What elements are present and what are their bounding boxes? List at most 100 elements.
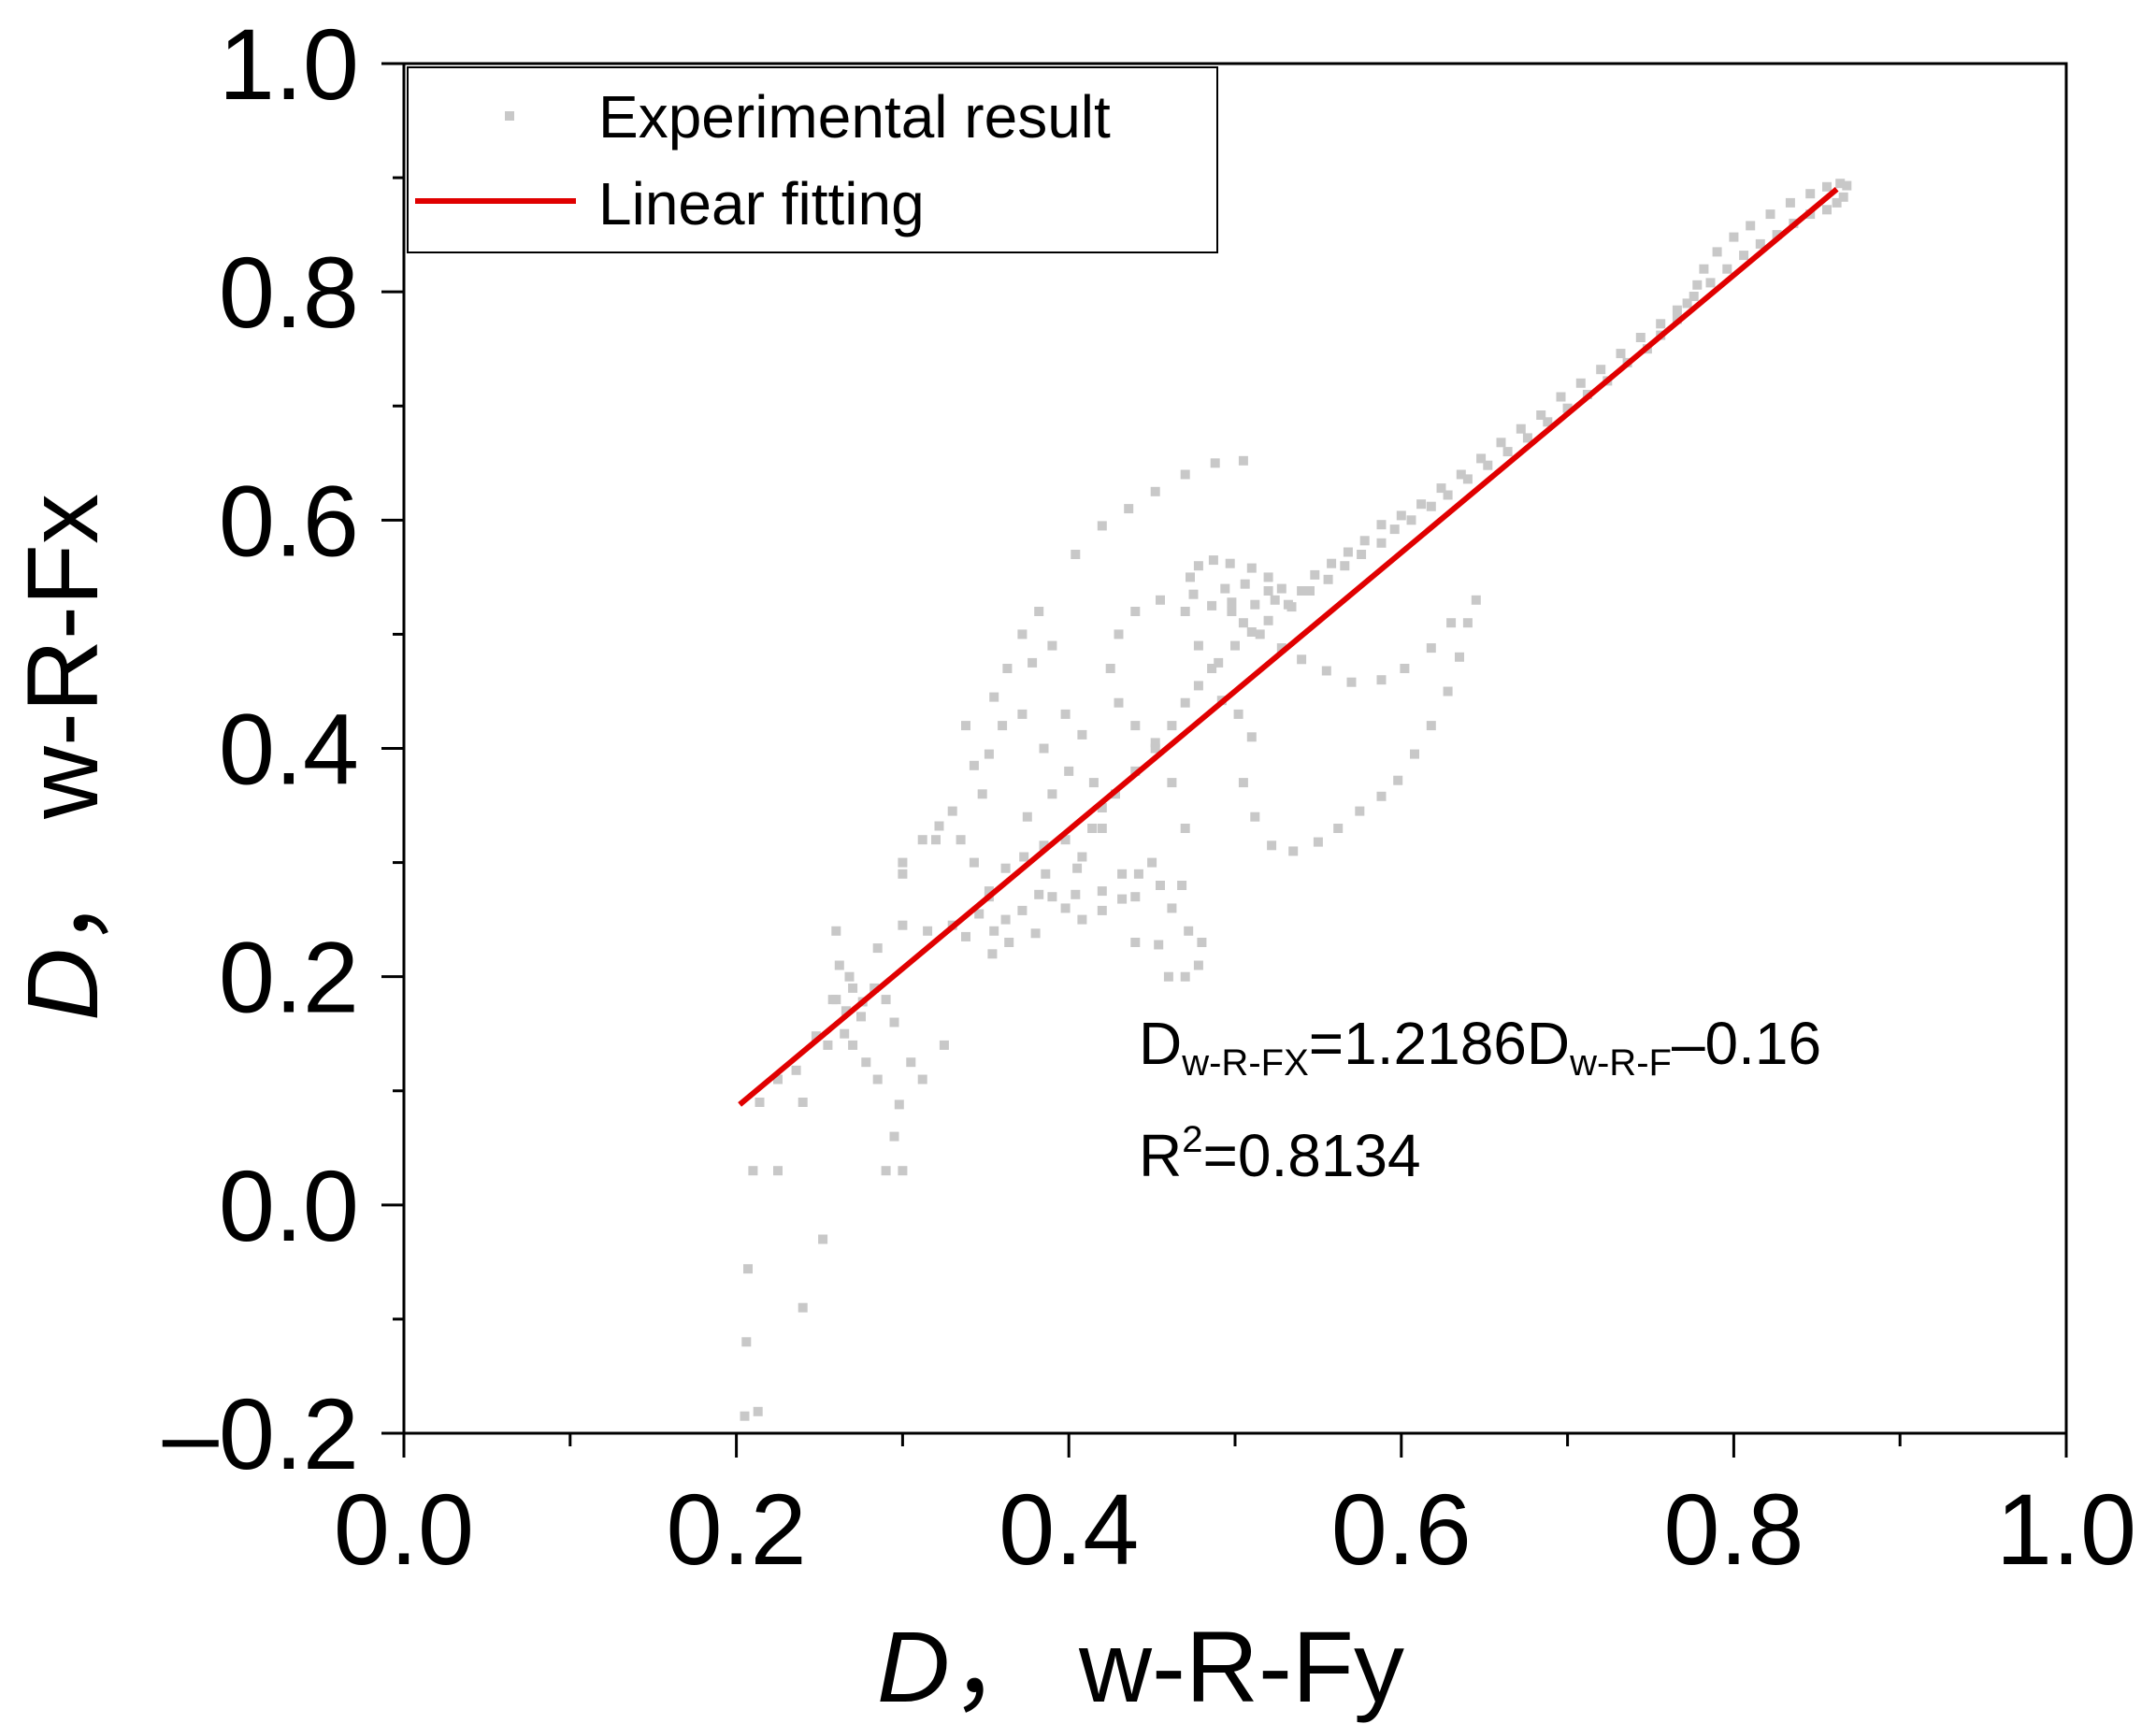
scatter-point (755, 1098, 765, 1107)
scatter-point (841, 1006, 851, 1016)
scatter-point (1105, 664, 1115, 673)
scatter-point (984, 886, 994, 897)
scatter-point (1130, 607, 1141, 616)
scatter-point (1097, 803, 1107, 812)
scatter-point (1765, 209, 1775, 220)
scatter-point (906, 1057, 916, 1068)
scatter-point (1039, 840, 1049, 851)
scatter-point (1114, 629, 1124, 639)
scatter-point (1180, 824, 1190, 833)
scatter-point (1150, 486, 1160, 496)
scatter-point (1692, 280, 1703, 290)
scatter-point (1130, 938, 1141, 947)
scatter-point (1263, 586, 1273, 596)
scatter-point (1635, 333, 1646, 342)
scatter-point (1689, 292, 1699, 301)
scatter-point (740, 1411, 750, 1421)
scatter-point (856, 1012, 866, 1022)
scatter-point (1193, 561, 1203, 571)
scatter-point (1343, 547, 1353, 557)
scatter-point (1071, 550, 1081, 559)
scatter-point (1722, 264, 1732, 274)
scatter-point (1446, 618, 1457, 628)
scatter-point (1522, 433, 1532, 443)
scatter-point (1327, 558, 1337, 568)
scatter-point (1502, 447, 1513, 457)
scatter-point (1357, 550, 1367, 559)
scatter-point (1047, 892, 1057, 902)
eq-sub2: w-R-F (1569, 1042, 1672, 1084)
scatter-point (1496, 438, 1506, 448)
scatter-point (1150, 738, 1160, 748)
y-tick-label: 0.2 (219, 921, 359, 1034)
scatter-point (773, 1166, 783, 1176)
scatter-point (1729, 232, 1739, 242)
y-tick-label: 1.0 (219, 7, 359, 121)
scatter-point (1297, 586, 1307, 596)
x-tick-label: 0.2 (667, 1473, 807, 1586)
scatter-point (1214, 657, 1224, 668)
axes (402, 62, 2068, 1435)
scatter-point (1462, 474, 1473, 484)
scatter-point (1227, 607, 1237, 616)
scatter-point (1333, 824, 1344, 833)
scatter-point (1822, 181, 1832, 192)
scatter-point (1313, 837, 1323, 847)
x-tick-label: 0.0 (334, 1473, 474, 1586)
scatter-point (1097, 521, 1107, 531)
scatter-point (818, 1234, 828, 1244)
scatter-point (1276, 643, 1286, 654)
scatter-point (872, 943, 883, 954)
scatter-point (1393, 775, 1403, 785)
scatter-point (1739, 251, 1749, 261)
scatter-point (961, 931, 970, 941)
r2-sup: 2 (1182, 1119, 1202, 1160)
scatter-point (1406, 515, 1416, 525)
legend: Experimental result Linear fitting (407, 66, 1218, 253)
scatter-point (1785, 197, 1795, 208)
y-axis-title: D， w-R-Fx (6, 494, 119, 1021)
scatter-point (1656, 319, 1666, 329)
scatter-point (1034, 607, 1044, 616)
scatter-point (898, 869, 908, 879)
scatter-point (1028, 657, 1038, 668)
scatter-point (1077, 914, 1087, 925)
legend-scatter-label: Experimental result (598, 83, 1111, 151)
scatter-point (1562, 403, 1573, 413)
scatter-point (1060, 903, 1071, 913)
y-tick-label: 0.8 (219, 236, 359, 349)
scatter-point (1130, 892, 1141, 902)
scatter-point (1077, 729, 1087, 740)
scatter-point (827, 995, 838, 1005)
scatter-point (743, 1264, 753, 1274)
fit-equation: Dw-R-FX=1.2186Dw-R-F–0.16 (1139, 1010, 1821, 1084)
scatter-point (1167, 903, 1177, 913)
scatter-point (1443, 686, 1453, 697)
y-tick-label: 0.6 (219, 464, 359, 577)
scatter-point (1270, 595, 1280, 605)
scatter-point (1071, 889, 1081, 899)
scatter-point (1047, 789, 1057, 799)
r-squared: R2=0.8134 (1139, 1119, 1421, 1189)
scatter-point (1267, 840, 1277, 851)
scatter-point (898, 920, 908, 930)
scatter-point (1310, 569, 1320, 580)
scatter-point (881, 995, 891, 1005)
eq-mid: =1.2186D (1309, 1010, 1570, 1077)
scatter-point (1400, 664, 1410, 673)
eq-main: D (1139, 1010, 1182, 1077)
y-axis-title-italic: D (6, 948, 119, 1021)
scatter-point (961, 721, 970, 731)
scatter-point (1017, 905, 1028, 915)
scatter-point (969, 760, 979, 770)
scatter-point (1208, 555, 1218, 566)
scatter-point (1462, 618, 1473, 628)
scatter-point (1835, 179, 1846, 189)
scatter-point (844, 971, 855, 982)
x-axis-title-rest: ， w-R-Fy (950, 1610, 1404, 1723)
scatter-point (1376, 791, 1387, 801)
y-axis-ticks: –0.2 0.0 0.2 0.4 0.6 0.8 1.0 (163, 7, 404, 1490)
scatter-point (1114, 697, 1124, 708)
scatter-point (987, 949, 998, 959)
scatter-point (947, 806, 957, 816)
